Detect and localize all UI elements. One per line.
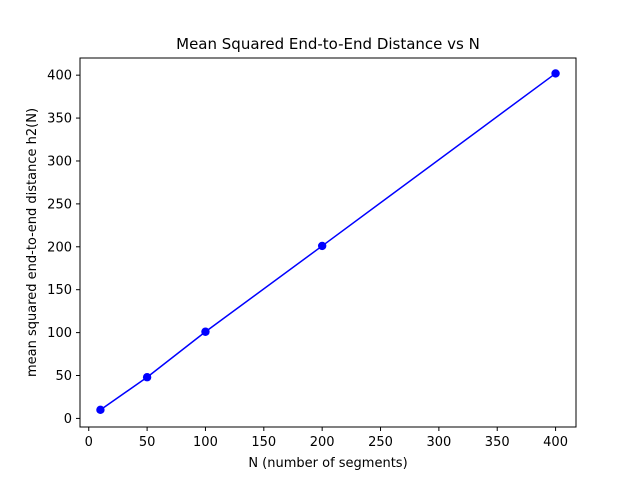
y-tick-label: 100	[47, 326, 72, 341]
data-point	[201, 327, 210, 336]
x-tick-label: 400	[543, 435, 568, 450]
y-tick-label: 400	[47, 69, 72, 84]
x-axis-ticks: 0 50 100 150 200 250 300 350 400	[85, 427, 568, 450]
y-tick-label: 200	[47, 240, 72, 255]
data-point	[142, 373, 152, 382]
y-tick-label: 150	[47, 283, 72, 298]
x-tick-label: 100	[193, 435, 218, 450]
x-tick-label: 300	[426, 435, 451, 450]
y-tick-label: 250	[47, 197, 72, 212]
x-tick-label: 200	[310, 435, 335, 450]
chart-title: Mean Squared End-to-End Distance vs N	[176, 35, 480, 53]
data-point	[551, 69, 560, 78]
series-layer	[96, 69, 560, 415]
y-tick-label: 300	[47, 154, 72, 169]
y-tick-label: 0	[64, 412, 72, 427]
x-tick-label: 0	[85, 435, 93, 450]
data-point	[96, 405, 105, 415]
plot-area: 0 50 100 150 200 250 300 350 400 0 50 100 150 200 250…	[47, 57, 577, 450]
y-tick-label: 50	[55, 369, 72, 384]
x-tick-label: 250	[368, 435, 393, 450]
x-axis-label: N (number of segments)	[248, 456, 407, 471]
data-point	[317, 241, 327, 251]
y-axis-label: mean squared end-to-end distance h2(N)	[25, 108, 40, 377]
y-axis-ticks: 0 50 100 150 200 250 300 350 400	[47, 69, 80, 427]
axes-frame	[79, 57, 577, 428]
x-tick-label: 50	[139, 435, 156, 450]
y-tick-label: 350	[47, 112, 72, 127]
x-tick-label: 350	[485, 435, 510, 450]
x-tick-label: 150	[251, 435, 276, 450]
